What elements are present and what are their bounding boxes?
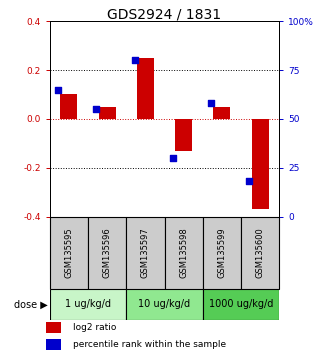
Text: GSM135599: GSM135599 bbox=[217, 228, 226, 278]
Text: 10 ug/kg/d: 10 ug/kg/d bbox=[138, 299, 191, 309]
Text: dose ▶: dose ▶ bbox=[14, 299, 48, 309]
Bar bbox=[175, 119, 192, 150]
Bar bbox=[126, 217, 164, 289]
Point bbox=[94, 106, 99, 112]
Text: GSM135597: GSM135597 bbox=[141, 227, 150, 278]
Bar bbox=[46, 339, 61, 350]
Point bbox=[56, 87, 61, 92]
Bar bbox=[252, 119, 269, 209]
Bar bbox=[99, 107, 116, 119]
Text: GSM135595: GSM135595 bbox=[65, 228, 74, 278]
Bar bbox=[203, 217, 241, 289]
Bar bbox=[203, 289, 279, 320]
Text: GSM135600: GSM135600 bbox=[256, 227, 265, 278]
Text: log2 ratio: log2 ratio bbox=[73, 323, 117, 332]
Bar bbox=[213, 107, 230, 119]
Text: GSM135596: GSM135596 bbox=[103, 227, 112, 278]
Bar bbox=[50, 217, 88, 289]
Point bbox=[170, 155, 176, 161]
Bar bbox=[50, 289, 126, 320]
Bar bbox=[60, 95, 77, 119]
Title: GDS2924 / 1831: GDS2924 / 1831 bbox=[108, 7, 221, 21]
Bar bbox=[137, 58, 154, 119]
Bar bbox=[241, 217, 279, 289]
Bar bbox=[46, 322, 61, 333]
Text: 1000 ug/kg/d: 1000 ug/kg/d bbox=[209, 299, 273, 309]
Text: GSM135598: GSM135598 bbox=[179, 227, 188, 278]
Bar bbox=[88, 217, 126, 289]
Point bbox=[132, 57, 137, 63]
Point bbox=[247, 178, 252, 184]
Text: 1 ug/kg/d: 1 ug/kg/d bbox=[65, 299, 111, 309]
Bar bbox=[164, 217, 203, 289]
Text: percentile rank within the sample: percentile rank within the sample bbox=[73, 340, 226, 349]
Point bbox=[209, 101, 214, 106]
Bar bbox=[126, 289, 203, 320]
